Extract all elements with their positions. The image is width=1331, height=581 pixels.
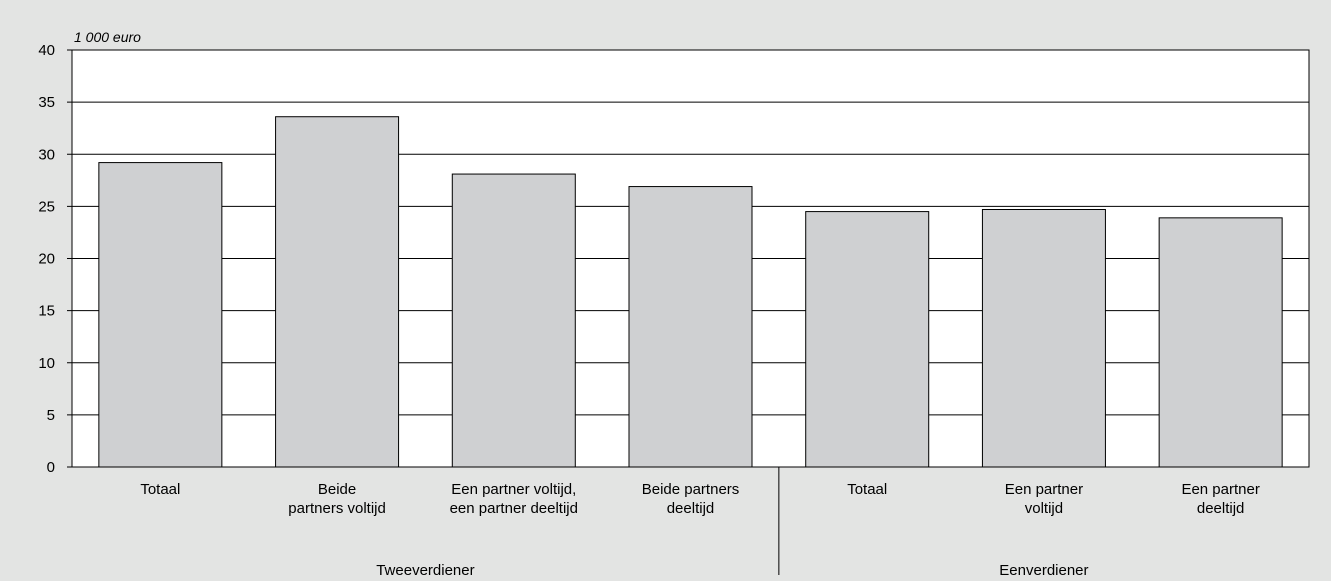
bar	[628, 186, 753, 468]
group-axis: Tweeverdiener Eenverdiener	[376, 467, 1089, 579]
x-tick-label-line: voltijd	[1025, 500, 1063, 517]
bar	[98, 162, 223, 468]
x-tick-label-line: een partner deeltijd	[450, 500, 578, 517]
x-tick-label: Totaal	[140, 481, 180, 498]
x-tick-label-line: deeltijd	[667, 500, 715, 517]
group-label: Tweeverdiener	[376, 562, 474, 579]
y-tick-label: 30	[38, 146, 55, 163]
x-tick-label-line: Beide	[318, 481, 356, 498]
x-tick-label: Een partner voltijd	[1005, 481, 1083, 517]
bar	[451, 173, 576, 468]
y-tick-label: 40	[38, 42, 55, 59]
x-axis: Totaal Beide partners voltijd Een partner v…	[140, 481, 1259, 517]
bar	[805, 211, 930, 468]
x-tick-label-line: Beide partners	[642, 481, 740, 498]
x-tick-label-line: Een partner	[1181, 481, 1259, 498]
x-tick-label: Beide partners voltijd	[288, 481, 386, 517]
y-tick-label: 35	[38, 94, 55, 111]
x-tick-label-line: Totaal	[140, 481, 180, 498]
x-tick-label: Een partner deeltijd	[1181, 481, 1259, 517]
unit-label: 1 000 euro	[74, 29, 141, 45]
bars	[98, 116, 1283, 468]
y-tick-label: 0	[47, 459, 55, 476]
x-tick-label-line: deeltijd	[1197, 500, 1245, 517]
bar	[275, 116, 400, 468]
x-tick-label-line: Een partner voltijd,	[451, 481, 576, 498]
y-tick-label: 25	[38, 198, 55, 215]
x-tick-label: Een partner voltijd, een partner deeltijd	[450, 481, 578, 517]
y-axis: 0 5 10 15 20 25 30 35 40	[38, 42, 72, 476]
y-tick-label: 10	[38, 355, 55, 372]
group-label: Eenverdiener	[999, 562, 1088, 579]
y-tick-label: 20	[38, 251, 55, 268]
x-tick-label-line: partners voltijd	[288, 500, 386, 517]
y-tick-label: 15	[38, 303, 55, 320]
x-tick-label-line: Een partner	[1005, 481, 1083, 498]
x-tick-label-line: Totaal	[847, 481, 887, 498]
y-tick-label: 5	[47, 407, 55, 424]
bar	[1158, 217, 1283, 468]
x-tick-label: Totaal	[847, 481, 887, 498]
bar	[981, 209, 1106, 468]
x-tick-label: Beide partners deeltijd	[642, 481, 740, 517]
